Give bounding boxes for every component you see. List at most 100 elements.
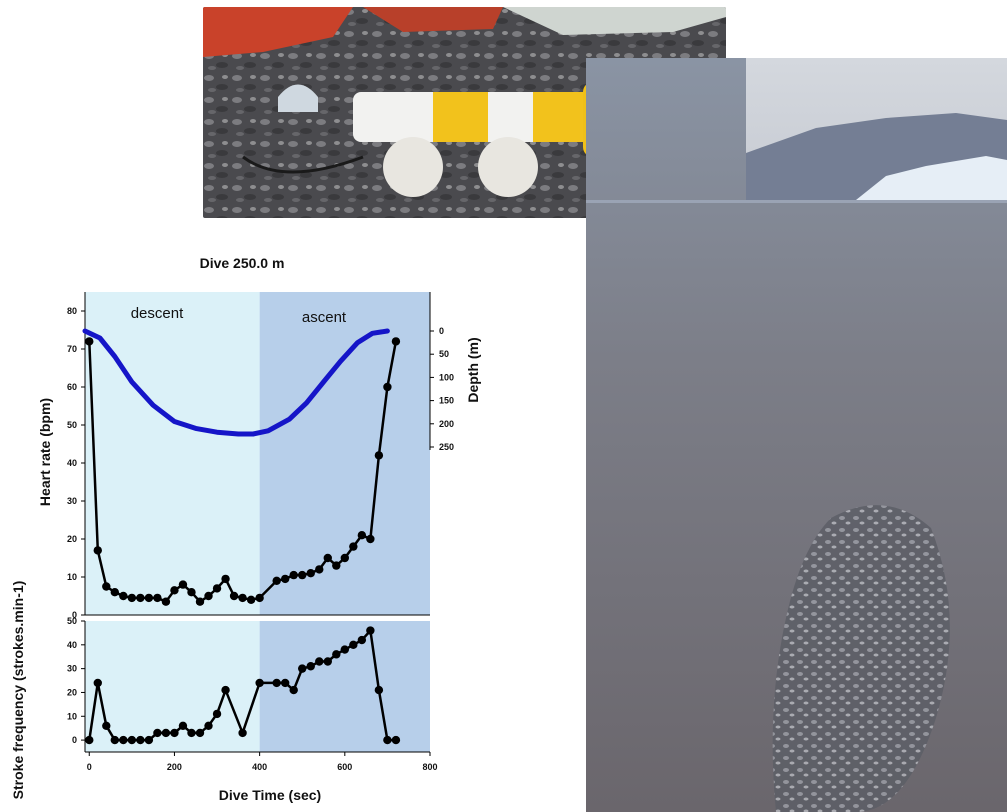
heart-rate-point (102, 582, 111, 591)
stroke-frequency-point (323, 657, 332, 666)
heart-rate-point (195, 597, 205, 606)
heart-rate-point (383, 382, 392, 392)
stroke-frequency-point (391, 735, 401, 745)
heart-rate-point (349, 542, 358, 551)
stroke-frequency-point (340, 645, 350, 654)
ascent-background-top (259, 292, 430, 615)
heart-rate-point (93, 546, 102, 555)
stroke-frequency-point (221, 685, 230, 695)
heart-rate-point (280, 574, 290, 584)
heart-rate-point (332, 561, 341, 570)
stroke-frequency-point (212, 709, 222, 719)
whale-photo-drawing (586, 58, 1007, 812)
stroke-frequency-point (127, 735, 137, 745)
heart-rate-point (357, 531, 367, 540)
stroke-frequency-point (153, 728, 162, 738)
stroke-frequency-point (272, 678, 281, 688)
chart-marks: 0102030405060708005010015020025001020304… (67, 292, 454, 772)
descent-label: descent (131, 305, 184, 322)
heart-rate-tick-label: 80 (67, 306, 77, 316)
heart-rate-axis-label: Heart rate (bpm) (37, 398, 53, 506)
stroke-frequency-point (255, 678, 264, 688)
heart-rate-tick-label: 70 (67, 344, 77, 354)
heart-rate-tick-label: 0 (72, 610, 77, 620)
heart-rate-point (127, 593, 137, 603)
heart-rate-point (110, 588, 120, 597)
stroke-frequency-point (280, 678, 290, 688)
stroke-frequency-point (298, 664, 307, 673)
dive-chart: Dive 250.0 m descent ascent 0 10 20 30 40 50 6… (10, 255, 481, 803)
heart-rate-point (119, 591, 128, 601)
heart-rate-point (136, 593, 145, 603)
depth-line (82, 328, 390, 437)
stroke-tick-label: 40 (67, 640, 77, 650)
stroke-frequency-axis-label: Stroke frequency (strokes.min-1) (10, 581, 26, 800)
x-tick-label: 0 (87, 762, 92, 772)
stroke-frequency-point (187, 728, 196, 738)
depth-tick-label: 150 (439, 396, 454, 406)
heart-rate-point (221, 574, 230, 584)
stroke-frequency-point (357, 635, 367, 645)
depth-tick-label: 250 (439, 442, 454, 452)
whale-photo (586, 58, 1007, 812)
heart-rate-point (340, 553, 350, 563)
stroke-frequency-point (289, 685, 298, 695)
depth-axis-label: Depth (m) (465, 337, 481, 402)
stroke-tick-label: 20 (67, 687, 77, 697)
descent-background-top (85, 292, 260, 615)
heart-rate-point (161, 597, 171, 606)
heart-rate-point (255, 593, 264, 603)
stroke-frequency-point (85, 735, 94, 745)
stroke-frequency-point (332, 650, 341, 659)
stroke-frequency-point (144, 735, 154, 745)
heart-rate-point (272, 576, 281, 585)
stroke-frequency-line (88, 627, 396, 742)
heart-rate-tick-label: 10 (67, 572, 77, 582)
ascent-label: ascent (302, 309, 347, 326)
stroke-frequency-point (349, 640, 358, 650)
stroke-tick-label: 0 (72, 735, 77, 745)
depth-tick-label: 50 (439, 349, 449, 359)
heart-rate-point (170, 586, 179, 595)
heart-rate-point (153, 593, 162, 603)
stroke-tick-label: 50 (67, 616, 77, 626)
depth-tick-label: 100 (439, 372, 454, 382)
stroke-frequency-point (178, 721, 188, 730)
stroke-frequency-point (238, 728, 247, 738)
heart-rate-point (204, 591, 213, 601)
heart-rate-tick-label: 60 (67, 382, 77, 392)
stroke-frequency-point (374, 685, 384, 695)
stroke-frequency-point (136, 735, 145, 745)
stroke-frequency-point (315, 657, 324, 666)
heart-rate-point (306, 569, 315, 578)
heart-rate-point (289, 570, 298, 580)
heart-rate-point (298, 570, 307, 580)
heart-rate-point (178, 580, 188, 589)
heart-rate-point (85, 337, 94, 346)
stroke-frequency-point (170, 728, 179, 738)
heart-rate-point (212, 584, 222, 593)
x-tick-label: 400 (252, 762, 267, 772)
stroke-tick-label: 30 (67, 664, 77, 674)
heart-rate-tick-label: 40 (67, 458, 77, 468)
heart-rate-point (246, 595, 256, 604)
heart-rate-point (187, 588, 196, 597)
heart-rate-tick-label: 30 (67, 496, 77, 506)
stroke-tick-label: 10 (67, 711, 77, 721)
stroke-frequency-point (195, 728, 205, 738)
x-tick-label: 800 (422, 762, 437, 772)
heart-rate-point (315, 565, 324, 574)
heart-rate-point (391, 337, 401, 346)
heart-rate-tick-label: 50 (67, 420, 77, 430)
stroke-frequency-point (383, 735, 392, 745)
stroke-frequency-point (366, 626, 375, 635)
heart-rate-tick-label: 20 (67, 534, 77, 544)
stroke-frequency-point (110, 735, 120, 745)
heart-rate-point (144, 593, 154, 603)
stroke-frequency-axis-title: Stroke frequency (strokes.min-1) (10, 581, 26, 800)
heart-rate-point (238, 593, 247, 603)
heart-rate-point (374, 451, 384, 460)
heart-rate-point (323, 553, 332, 563)
stroke-frequency-point (306, 662, 315, 671)
depth-tick-label: 200 (439, 419, 454, 429)
